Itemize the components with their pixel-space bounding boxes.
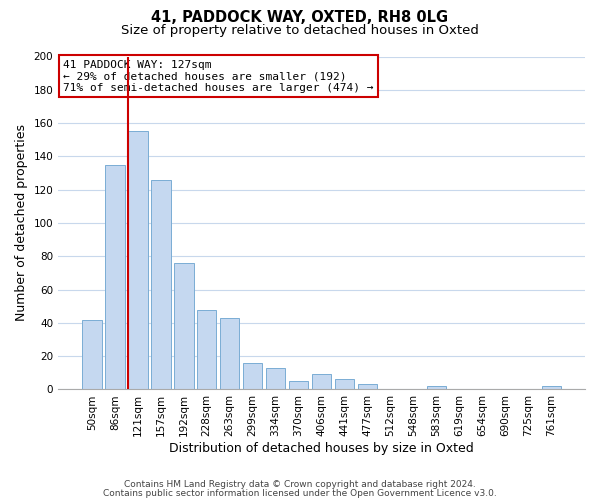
Text: Contains HM Land Registry data © Crown copyright and database right 2024.: Contains HM Land Registry data © Crown c…: [124, 480, 476, 489]
Y-axis label: Number of detached properties: Number of detached properties: [15, 124, 28, 322]
Bar: [105, 164, 125, 390]
Bar: [427, 386, 446, 390]
Bar: [289, 381, 308, 390]
Text: Size of property relative to detached houses in Oxted: Size of property relative to detached ho…: [121, 24, 479, 37]
Text: 41 PADDOCK WAY: 127sqm
← 29% of detached houses are smaller (192)
71% of semi-de: 41 PADDOCK WAY: 127sqm ← 29% of detached…: [64, 60, 374, 93]
Bar: [335, 380, 355, 390]
Bar: [174, 263, 194, 390]
Bar: [151, 180, 170, 390]
Bar: [220, 318, 239, 390]
X-axis label: Distribution of detached houses by size in Oxted: Distribution of detached houses by size …: [169, 442, 474, 455]
Text: Contains public sector information licensed under the Open Government Licence v3: Contains public sector information licen…: [103, 488, 497, 498]
Bar: [542, 386, 561, 390]
Bar: [197, 310, 217, 390]
Bar: [128, 132, 148, 390]
Bar: [358, 384, 377, 390]
Bar: [243, 363, 262, 390]
Text: 41, PADDOCK WAY, OXTED, RH8 0LG: 41, PADDOCK WAY, OXTED, RH8 0LG: [151, 10, 449, 25]
Bar: [266, 368, 286, 390]
Bar: [82, 320, 101, 390]
Bar: [312, 374, 331, 390]
